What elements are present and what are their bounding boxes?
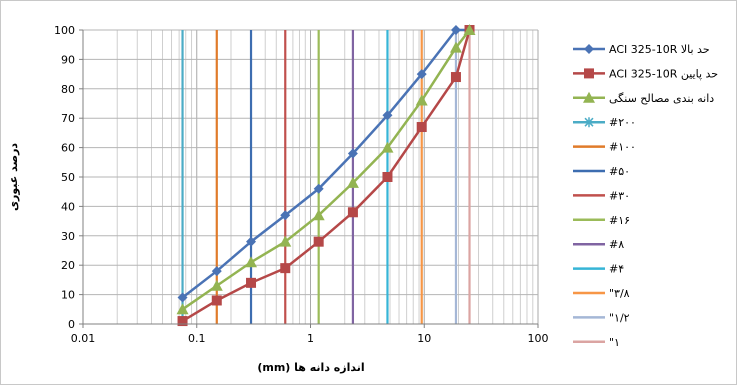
series-group (177, 25, 475, 303)
y-tick-label: 0 (68, 318, 75, 331)
data-point (280, 263, 291, 274)
data-point (449, 41, 462, 53)
data-point (382, 110, 393, 121)
legend-label: ACI 325-10R حد بالا (609, 43, 710, 56)
legend-entry: #۳۰ (573, 189, 630, 202)
x-tick-label: 100 (528, 332, 549, 345)
legend-marker (583, 91, 595, 103)
legend-entry: دانه بندی مصالح سنگی (573, 91, 714, 105)
legend-label: "۳/۸ (609, 287, 630, 300)
x-tick-label: 0.01 (71, 332, 96, 345)
data-point (450, 72, 461, 83)
legend-label: #۵۰ (609, 165, 630, 178)
data-point (463, 24, 476, 35)
legend-label: #۱۶ (609, 214, 630, 227)
legend-entry: #۵۰ (573, 165, 630, 178)
y-tick-label: 100 (54, 24, 75, 37)
x-axis-label: (mm) اندازه دانه ها (257, 361, 364, 374)
legend-label: ACI 325-10R حد پایین (609, 67, 718, 80)
x-tick-label: 1 (307, 332, 314, 345)
legend-entry: ACI 325-10R حد پایین (573, 67, 718, 80)
series-line (181, 29, 471, 323)
axes: 0 10 20 30 40 50 60 70 80 90 100 0.01 0.1 1 10 100 (54, 24, 549, 345)
legend-entry: "۱/۲ (573, 311, 630, 324)
legend-entry: ACI 325-10R حد بالا (573, 43, 710, 56)
y-tick-label: 40 (61, 200, 75, 213)
series-group (176, 24, 476, 315)
series (176, 24, 476, 327)
data-point (382, 172, 393, 182)
data-point (312, 209, 325, 221)
legend-label: دانه بندی مصالح سنگی (609, 92, 714, 105)
y-tick-label: 20 (61, 259, 75, 272)
data-point (246, 277, 257, 288)
data-point (346, 176, 359, 188)
y-tick-label: 30 (61, 230, 75, 243)
y-tick-label: 90 (61, 53, 75, 66)
data-point (211, 266, 222, 277)
data-point (176, 303, 189, 315)
data-point (416, 122, 427, 133)
data-point (280, 210, 291, 221)
legend: ACI 325-10R حد بالا ACI 325-10R حد پایین د… (573, 43, 718, 349)
data-point (347, 207, 358, 218)
series-group (177, 25, 475, 327)
legend-entry: #۱۶ (573, 214, 630, 227)
legend-marker (584, 117, 594, 128)
y-tick-label: 50 (61, 171, 75, 184)
data-point (210, 279, 223, 291)
legend-entry: #۴ (573, 263, 624, 276)
series-line (181, 29, 471, 311)
x-tick-label: 0.1 (188, 332, 206, 345)
legend-label: #۴ (609, 263, 624, 276)
data-point (211, 295, 222, 306)
legend-entry: #۱۰۰ (573, 141, 636, 154)
legend-label: #۲۰۰ (609, 116, 636, 129)
data-point (177, 316, 188, 327)
data-point (347, 148, 358, 159)
legend-entry: #۸ (573, 238, 624, 251)
series-line (181, 28, 470, 299)
data-point (246, 236, 257, 247)
legend-entry: "۳/۸ (573, 287, 630, 300)
legend-label: #۸ (609, 238, 624, 251)
y-tick-label: 70 (61, 112, 75, 125)
y-tick-label: 60 (61, 142, 75, 155)
legend-label: "۱/۲ (609, 311, 630, 324)
y-tick-label: 10 (61, 289, 75, 302)
legend-marker (584, 68, 594, 79)
data-point (313, 183, 324, 194)
data-point (416, 69, 427, 80)
legend-marker (584, 44, 594, 54)
data-point (415, 94, 428, 106)
data-point (381, 141, 394, 153)
data-point (313, 236, 324, 247)
legend-label: #۳۰ (609, 189, 630, 202)
data-point (279, 235, 292, 247)
x-tick-label: 10 (417, 332, 431, 345)
data-point (245, 256, 258, 268)
legend-label: #۱۰۰ (609, 141, 636, 154)
y-axis-label: درصد عبوری (7, 143, 20, 211)
legend-entry: #۲۰۰ (573, 116, 636, 129)
data-point (450, 25, 461, 35)
data-point (177, 292, 188, 303)
legend-label: "۱ (609, 336, 620, 349)
legend-entry: "۱ (573, 336, 620, 349)
y-tick-label: 80 (61, 83, 75, 96)
